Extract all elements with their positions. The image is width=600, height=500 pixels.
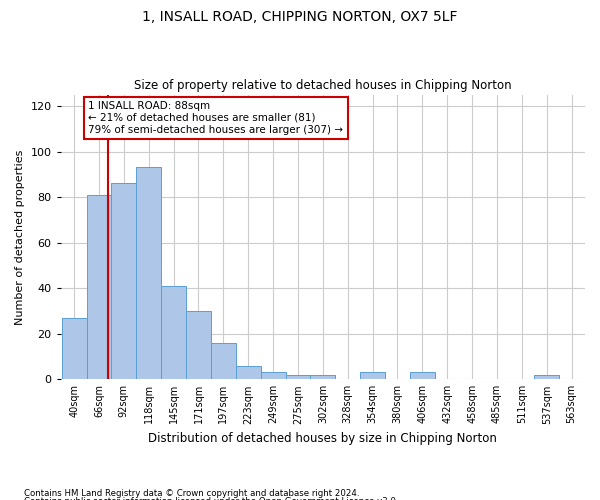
- Bar: [260, 372, 286, 380]
- Bar: [286, 374, 310, 380]
- X-axis label: Distribution of detached houses by size in Chipping Norton: Distribution of detached houses by size …: [148, 432, 497, 445]
- Bar: [161, 286, 186, 380]
- Bar: [534, 374, 559, 380]
- Bar: [62, 318, 86, 380]
- Text: Contains HM Land Registry data © Crown copyright and database right 2024.: Contains HM Land Registry data © Crown c…: [24, 488, 359, 498]
- Text: 1 INSALL ROAD: 88sqm
← 21% of detached houses are smaller (81)
79% of semi-detac: 1 INSALL ROAD: 88sqm ← 21% of detached h…: [88, 102, 343, 134]
- Bar: [136, 168, 161, 380]
- Title: Size of property relative to detached houses in Chipping Norton: Size of property relative to detached ho…: [134, 79, 512, 92]
- Bar: [310, 374, 335, 380]
- Bar: [360, 372, 385, 380]
- Bar: [410, 372, 435, 380]
- Bar: [186, 311, 211, 380]
- Bar: [211, 343, 236, 380]
- Bar: [86, 195, 112, 380]
- Bar: [236, 366, 260, 380]
- Y-axis label: Number of detached properties: Number of detached properties: [15, 149, 25, 324]
- Bar: [112, 184, 136, 380]
- Text: 1, INSALL ROAD, CHIPPING NORTON, OX7 5LF: 1, INSALL ROAD, CHIPPING NORTON, OX7 5LF: [142, 10, 458, 24]
- Text: Contains public sector information licensed under the Open Government Licence v3: Contains public sector information licen…: [24, 497, 398, 500]
